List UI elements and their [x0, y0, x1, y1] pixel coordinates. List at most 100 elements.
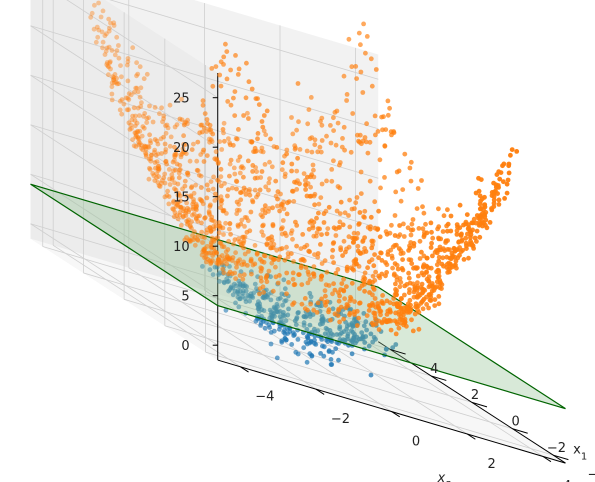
point-orange [106, 64, 112, 70]
point-orange [419, 270, 425, 276]
point-orange [304, 148, 310, 154]
point-orange [474, 213, 480, 218]
point-orange [138, 85, 144, 91]
point-orange [163, 159, 169, 165]
point-orange [347, 298, 353, 304]
grid-y [128, 267, 317, 390]
point-orange [221, 120, 227, 126]
point-orange [233, 276, 239, 281]
point-orange [429, 240, 434, 246]
point-orange [102, 52, 108, 57]
point-orange [234, 179, 240, 185]
x2-axis-label: x2 [436, 471, 451, 482]
point-orange [466, 255, 471, 261]
point-orange [231, 165, 237, 171]
point-orange [409, 317, 414, 323]
point-orange [227, 221, 233, 226]
point-orange [424, 255, 430, 261]
point-orange [166, 167, 172, 172]
point-orange [428, 245, 434, 250]
point-orange [200, 240, 205, 245]
point-orange [195, 139, 201, 145]
point-orange [225, 99, 231, 104]
point-orange [328, 123, 333, 128]
point-orange [92, 2, 97, 8]
point-orange [204, 153, 210, 159]
x2-tick-mark [466, 433, 476, 440]
point-orange [126, 91, 132, 96]
point-orange [257, 286, 263, 291]
point-orange [232, 89, 238, 94]
point-orange [367, 290, 372, 295]
point-orange [373, 269, 378, 275]
point-orange [358, 169, 364, 175]
point-orange [508, 152, 513, 158]
point-orange [303, 187, 308, 192]
point-orange [471, 246, 476, 251]
point-orange [176, 175, 182, 181]
point-orange [491, 204, 497, 210]
point-blue [371, 335, 377, 340]
point-blue [319, 303, 324, 309]
point-orange [125, 95, 131, 101]
point-orange [428, 298, 434, 303]
point-orange [344, 92, 350, 97]
point-orange [305, 181, 311, 186]
point-orange [366, 308, 372, 313]
point-orange [88, 14, 94, 20]
point-orange [375, 301, 381, 306]
point-orange [282, 171, 288, 177]
point-orange [496, 202, 502, 207]
point-orange [493, 182, 499, 188]
point-orange [426, 305, 431, 311]
point-orange [315, 254, 321, 260]
point-blue [283, 298, 289, 303]
point-orange [318, 149, 324, 155]
x1-tick-label: −2 [547, 441, 566, 456]
point-orange [181, 122, 187, 128]
point-orange [157, 111, 162, 117]
point-orange [401, 234, 407, 239]
point-orange [430, 235, 436, 241]
point-orange [391, 296, 397, 301]
point-orange [308, 95, 314, 100]
point-orange [321, 211, 327, 217]
point-orange [245, 263, 250, 268]
point-orange [210, 253, 216, 258]
point-orange [377, 234, 383, 240]
point-orange [308, 301, 313, 307]
point-orange [473, 190, 479, 196]
point-orange [291, 199, 297, 204]
point-orange [172, 210, 178, 216]
point-orange [391, 130, 397, 136]
point-orange [249, 139, 255, 145]
point-orange [126, 97, 132, 102]
point-orange [270, 222, 276, 227]
point-orange [133, 134, 139, 140]
point-orange [410, 328, 416, 334]
point-orange [119, 74, 124, 80]
point-orange [266, 180, 272, 186]
point-orange [129, 125, 134, 131]
point-orange [369, 245, 375, 251]
point-orange [312, 252, 317, 257]
point-orange [392, 213, 398, 218]
point-orange [417, 238, 423, 244]
point-orange [193, 182, 199, 188]
point-orange [396, 246, 402, 252]
point-blue [217, 279, 222, 284]
point-orange [360, 90, 366, 95]
point-orange [303, 265, 309, 270]
point-orange [376, 255, 381, 261]
point-orange [184, 193, 190, 199]
point-orange [126, 107, 131, 113]
point-orange [284, 270, 290, 276]
point-orange [220, 225, 226, 231]
point-orange [314, 230, 320, 236]
point-orange [468, 229, 474, 235]
point-orange [326, 307, 332, 313]
point-orange [270, 288, 276, 294]
point-orange [365, 150, 371, 156]
point-orange [369, 238, 375, 244]
point-orange [269, 164, 275, 170]
